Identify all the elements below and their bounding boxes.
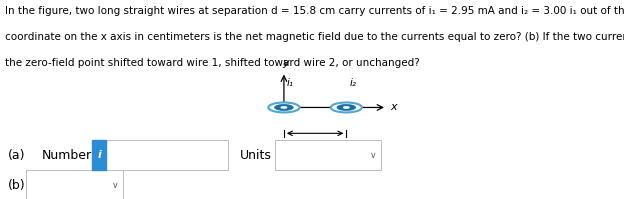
- Circle shape: [331, 102, 362, 112]
- FancyBboxPatch shape: [92, 140, 106, 170]
- Circle shape: [281, 106, 287, 108]
- FancyBboxPatch shape: [106, 140, 228, 170]
- Text: Units: Units: [240, 149, 272, 162]
- Text: ∨: ∨: [370, 151, 376, 160]
- Text: i: i: [97, 150, 101, 160]
- Text: Number: Number: [42, 149, 92, 162]
- Text: the zero-field point shifted toward wire 1, shifted toward wire 2, or unchanged?: the zero-field point shifted toward wire…: [5, 58, 420, 68]
- Text: i₂: i₂: [349, 78, 356, 88]
- Text: i₁: i₁: [287, 78, 294, 88]
- Circle shape: [275, 104, 293, 110]
- Text: d: d: [312, 141, 318, 151]
- FancyBboxPatch shape: [26, 170, 123, 199]
- Text: In the figure, two long straight wires at separation d = 15.8 cm carry currents : In the figure, two long straight wires a…: [5, 6, 624, 16]
- Text: (a): (a): [7, 149, 25, 162]
- Text: (b): (b): [7, 179, 25, 192]
- Circle shape: [343, 106, 349, 108]
- Text: coordinate on the x axis in centimeters is the net magnetic field due to the cur: coordinate on the x axis in centimeters …: [5, 32, 624, 42]
- FancyBboxPatch shape: [275, 140, 381, 170]
- Text: y: y: [282, 58, 288, 68]
- Text: x: x: [390, 102, 397, 112]
- Circle shape: [268, 102, 300, 112]
- Text: ∨: ∨: [112, 180, 119, 190]
- Circle shape: [337, 104, 356, 110]
